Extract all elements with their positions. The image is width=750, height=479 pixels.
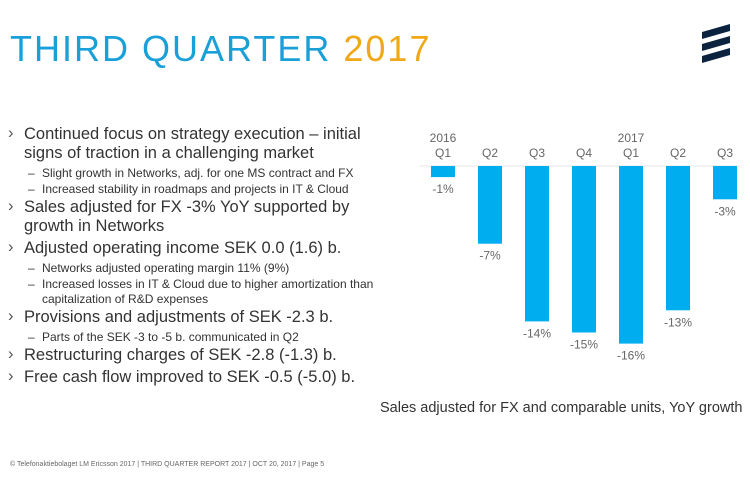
bar-chart: -1%Q12016-7%Q2-14%Q3-15%Q4-16%Q12017-13%…	[420, 131, 740, 363]
bullet-item: Continued focus on strategy execution – …	[8, 124, 403, 163]
year-label: 2016	[430, 131, 457, 145]
bullet-item: Sales adjusted for FX -3% YoY supported …	[8, 197, 403, 236]
bullet-item: Provisions and adjustments of SEK -2.3 b…	[8, 307, 403, 327]
data-label: -15%	[570, 338, 598, 352]
title-text: THIRD QUARTER	[10, 28, 332, 69]
bar	[666, 166, 690, 311]
category-label: Q2	[482, 146, 498, 160]
bullet-list: Continued focus on strategy execution – …	[8, 124, 403, 390]
data-label: -7%	[479, 249, 501, 263]
bullet-item: Restructuring charges of SEK -2.8 (-1.3)…	[8, 345, 403, 365]
chart-caption: Sales adjusted for FX and comparable uni…	[380, 400, 743, 416]
bar	[431, 166, 455, 178]
category-label: Q1	[435, 146, 451, 160]
sub-bullet-item: Networks adjusted operating margin 11% (…	[8, 261, 403, 276]
data-label: -3%	[714, 204, 736, 218]
data-label: -1%	[432, 182, 454, 196]
sub-bullet-item: Slight growth in Networks, adj. for one …	[8, 166, 403, 181]
title-year: 2017	[343, 28, 432, 69]
page-title: THIRD QUARTER 2017	[10, 28, 431, 70]
year-label: 2017	[618, 131, 645, 145]
data-label: -14%	[523, 326, 551, 340]
sub-bullet-item: Increased losses in IT & Cloud due to hi…	[8, 277, 403, 307]
data-label: -16%	[617, 349, 645, 363]
sub-bullet-item: Parts of the SEK -3 to -5 b. communicate…	[8, 330, 403, 345]
category-label: Q2	[670, 146, 686, 160]
bar	[572, 166, 596, 333]
bullet-item: Free cash flow improved to SEK -0.5 (-5.…	[8, 367, 403, 387]
data-label: -13%	[664, 315, 692, 329]
bar	[713, 166, 737, 200]
footer: © Telefonaktiebolaget LM Ericsson 2017 |…	[10, 461, 325, 468]
category-label: Q3	[717, 146, 733, 160]
category-label: Q4	[576, 146, 592, 160]
bar	[619, 166, 643, 344]
category-label: Q1	[623, 146, 639, 160]
sub-bullet-item: Increased stability in roadmaps and proj…	[8, 182, 403, 197]
category-label: Q3	[529, 146, 545, 160]
ericsson-logo	[702, 24, 730, 63]
bar	[525, 166, 549, 322]
bar	[478, 166, 502, 244]
bullet-item: Adjusted operating income SEK 0.0 (1.6) …	[8, 238, 403, 258]
